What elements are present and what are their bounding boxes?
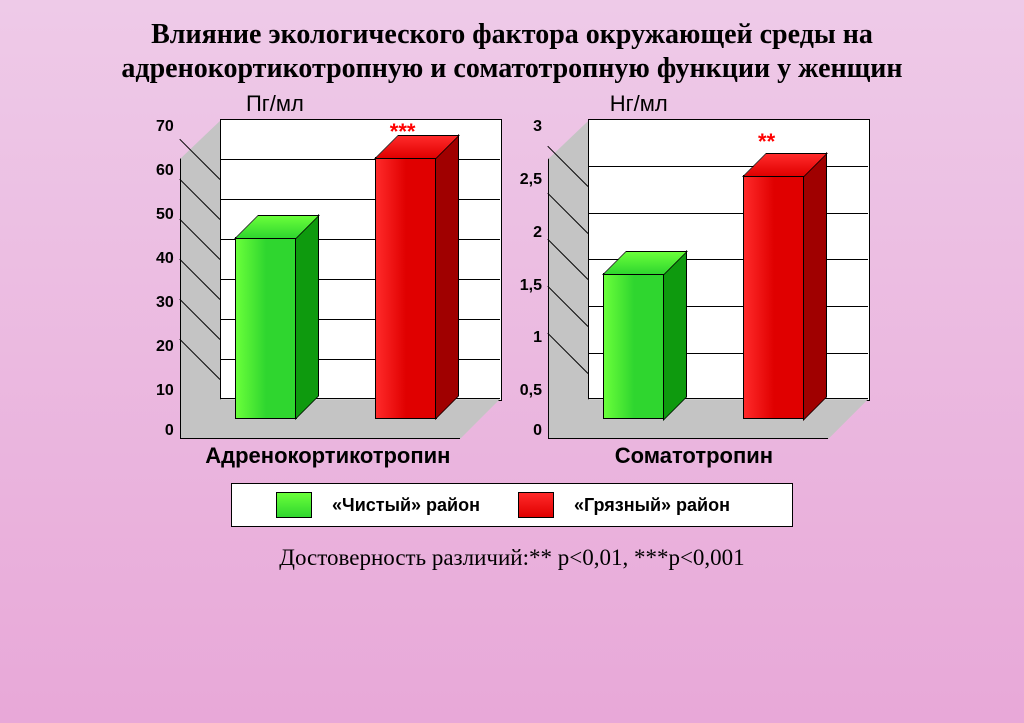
x-label-right: Соматотропин — [615, 443, 773, 469]
page-title: Влияние экологического фактора окружающе… — [0, 0, 1024, 89]
plot-right: ** — [548, 119, 868, 439]
legend-swatch-dirty — [518, 492, 554, 518]
y-axis-right: 32,521,510,50 — [520, 119, 548, 439]
footnote: Достоверность различий:** p<0,01, ***p<0… — [0, 545, 1024, 571]
significance-marker: ** — [758, 129, 775, 155]
legend-label-clean: «Чистый» район — [332, 495, 480, 516]
chart-left: Пг/мл 706050403020100 *** Адренокортикот… — [156, 91, 500, 469]
legend-swatch-clean — [276, 492, 312, 518]
unit-label-right: Нг/мл — [610, 91, 668, 117]
charts-row: Пг/мл 706050403020100 *** Адренокортикот… — [0, 91, 1024, 469]
y-axis-left: 706050403020100 — [156, 119, 180, 439]
x-label-left: Адренокортикотропин — [205, 443, 450, 469]
unit-label-left: Пг/мл — [246, 91, 304, 117]
legend: «Чистый» район «Грязный» район — [231, 483, 793, 527]
legend-label-dirty: «Грязный» район — [574, 495, 730, 516]
significance-marker: *** — [390, 119, 416, 145]
chart-right: Нг/мл 32,521,510,50 ** Соматотропин — [520, 91, 868, 469]
plot-left: *** — [180, 119, 500, 439]
